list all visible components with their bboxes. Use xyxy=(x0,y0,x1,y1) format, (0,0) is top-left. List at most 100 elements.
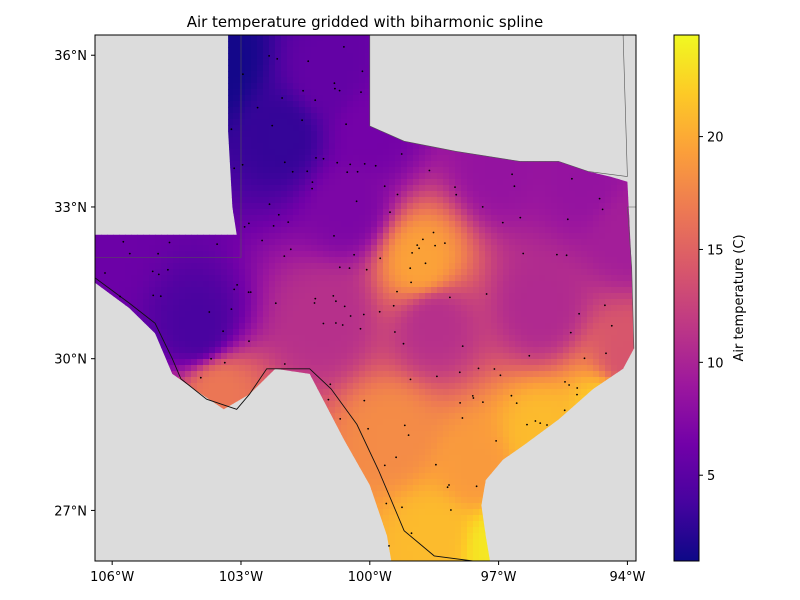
station-marker xyxy=(513,185,516,188)
station-marker xyxy=(315,157,317,159)
station-marker xyxy=(327,398,330,401)
station-marker xyxy=(477,367,480,370)
station-marker xyxy=(314,99,317,102)
station-marker xyxy=(563,409,566,412)
station-marker xyxy=(511,173,513,176)
station-marker xyxy=(272,225,275,227)
station-marker xyxy=(379,257,382,260)
station-marker xyxy=(223,361,226,364)
station-marker xyxy=(277,213,280,216)
station-marker xyxy=(461,417,464,419)
station-marker xyxy=(289,248,292,251)
station-marker xyxy=(482,401,484,403)
station-marker xyxy=(569,331,572,334)
x-tick-label: 106°W xyxy=(90,570,134,585)
international-border xyxy=(95,277,473,561)
station-marker xyxy=(446,486,449,489)
station-marker xyxy=(434,244,436,247)
station-marker xyxy=(601,208,604,211)
station-marker xyxy=(571,177,573,180)
station-marker xyxy=(348,267,351,269)
station-marker xyxy=(167,268,169,271)
station-marker xyxy=(314,297,317,300)
station-marker xyxy=(481,206,484,208)
x-tick-label: 103°W xyxy=(219,570,263,585)
station-marker xyxy=(349,315,352,317)
station-marker xyxy=(411,252,413,254)
colorbar-label: Air temperature (C) xyxy=(732,234,747,361)
station-marker xyxy=(333,82,336,85)
station-marker xyxy=(472,397,475,399)
station-marker xyxy=(210,357,213,360)
station-marker xyxy=(568,384,570,386)
station-marker xyxy=(392,304,395,307)
station-marker xyxy=(271,124,274,127)
station-marker xyxy=(346,171,349,174)
station-marker xyxy=(528,354,531,357)
station-marker xyxy=(385,502,388,505)
station-marker xyxy=(341,324,344,326)
station-marker xyxy=(475,485,478,488)
colorbar-tick-label: 20 xyxy=(707,131,724,146)
station-marker xyxy=(499,374,502,377)
station-marker xyxy=(432,231,435,234)
station-marker xyxy=(394,331,396,333)
station-marker xyxy=(208,311,211,313)
station-marker xyxy=(604,304,606,307)
station-marker xyxy=(598,197,601,200)
station-marker xyxy=(361,70,364,73)
station-marker xyxy=(236,284,239,286)
station-marker xyxy=(249,291,252,293)
station-marker xyxy=(448,484,450,486)
station-marker xyxy=(396,290,398,293)
station-marker xyxy=(339,418,342,420)
station-marker xyxy=(388,545,390,547)
station-marker xyxy=(333,235,335,237)
station-marker xyxy=(576,393,578,396)
station-marker xyxy=(199,376,202,379)
station-marker xyxy=(355,200,358,203)
station-marker xyxy=(407,434,410,436)
station-marker xyxy=(367,427,369,430)
station-marker xyxy=(471,395,474,397)
station-marker xyxy=(395,456,397,459)
station-marker xyxy=(307,60,310,63)
station-marker xyxy=(281,97,283,99)
station-marker xyxy=(449,296,451,299)
station-marker xyxy=(283,255,286,257)
station-marker xyxy=(336,161,339,164)
station-marker xyxy=(349,163,352,166)
station-marker xyxy=(283,363,286,365)
station-marker xyxy=(378,310,381,313)
station-marker xyxy=(301,119,303,122)
station-marker xyxy=(335,300,337,303)
station-marker xyxy=(159,295,162,298)
station-marker xyxy=(242,73,244,76)
station-marker xyxy=(322,157,325,160)
station-marker xyxy=(216,243,219,246)
station-marker xyxy=(576,387,579,389)
station-marker xyxy=(157,252,160,255)
station-marker xyxy=(383,464,386,467)
station-marker xyxy=(455,193,458,196)
station-marker xyxy=(302,89,304,92)
colorbar-tick-label: 10 xyxy=(707,356,724,371)
map-title: Air temperature gridded with biharmonic … xyxy=(187,13,544,31)
station-marker xyxy=(501,221,504,224)
station-marker xyxy=(353,253,355,256)
station-marker xyxy=(241,163,244,166)
station-marker xyxy=(539,422,542,424)
station-marker xyxy=(410,532,413,535)
station-marker xyxy=(422,238,424,241)
colorbar-tick-label: 5 xyxy=(707,469,715,484)
station-marker xyxy=(402,342,405,345)
station-marker xyxy=(152,294,155,297)
station-marker xyxy=(444,242,446,245)
station-marker xyxy=(450,509,452,511)
station-marker xyxy=(610,324,613,327)
station-marker xyxy=(485,293,488,295)
station-marker xyxy=(311,181,314,184)
station-marker xyxy=(168,241,171,244)
station-marker xyxy=(459,402,461,404)
station-marker xyxy=(287,221,290,224)
